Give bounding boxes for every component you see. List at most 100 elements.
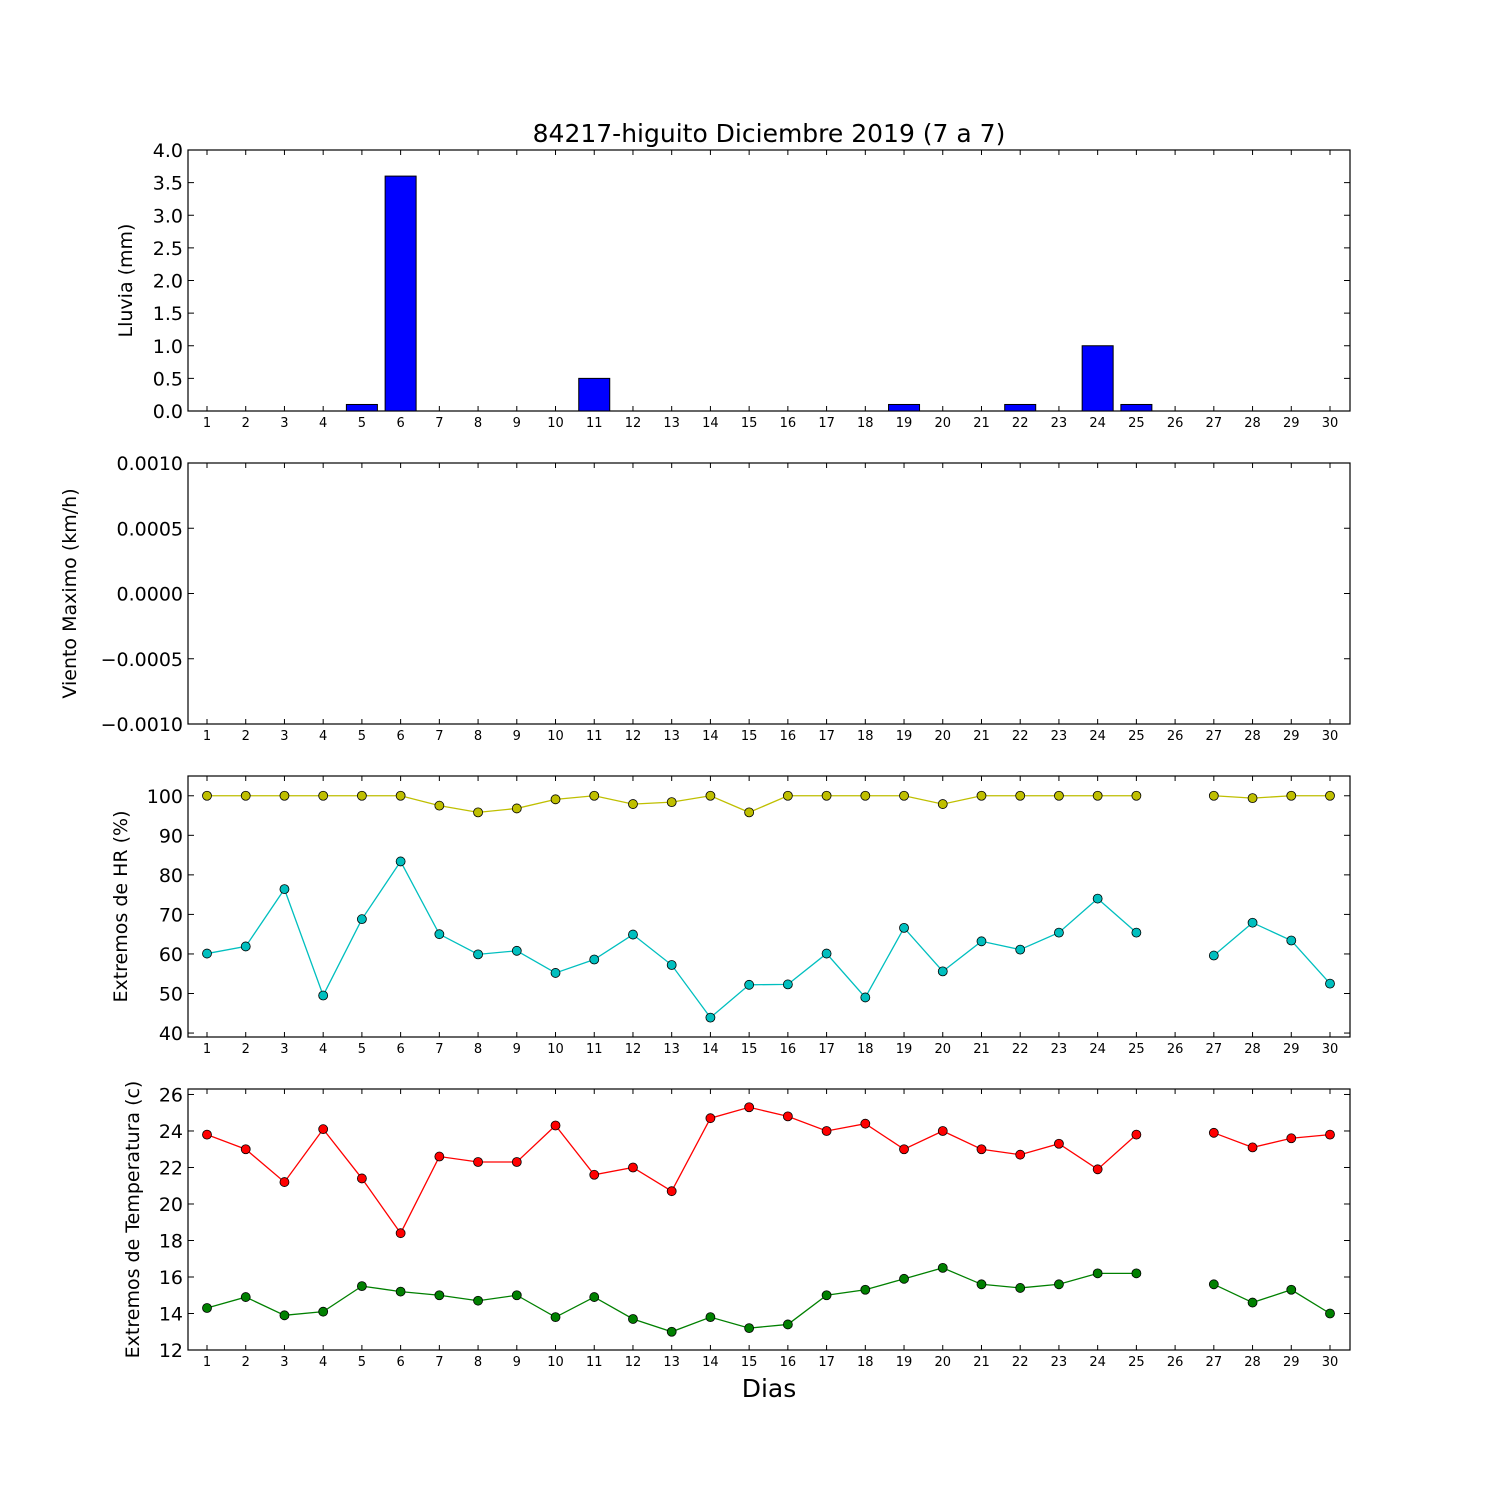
x-tick-label: 11 bbox=[586, 416, 603, 431]
axes-frame bbox=[187, 462, 1351, 725]
series-point bbox=[1054, 1138, 1064, 1149]
y-tick-label: 3.0 bbox=[153, 205, 183, 227]
axes-frame bbox=[187, 149, 1351, 412]
x-tick-label: 11 bbox=[586, 729, 603, 744]
series-point bbox=[1054, 927, 1064, 938]
x-tick-label: 16 bbox=[780, 729, 797, 744]
series-point bbox=[666, 797, 677, 807]
y-tick-label: 14 bbox=[159, 1303, 183, 1325]
series-point bbox=[666, 960, 677, 970]
x-tick-label: 21 bbox=[973, 729, 990, 744]
x-tick-label: 28 bbox=[1244, 416, 1261, 431]
series-point bbox=[434, 1151, 445, 1162]
series-point bbox=[589, 1292, 600, 1302]
series-point bbox=[1325, 1308, 1335, 1319]
series-line bbox=[1213, 1283, 1331, 1315]
x-tick-label: 6 bbox=[396, 416, 404, 431]
x-tick-label: 17 bbox=[818, 1042, 835, 1057]
rain-bar bbox=[384, 175, 417, 412]
series-point bbox=[860, 790, 871, 801]
series-point bbox=[202, 1303, 212, 1313]
series-point bbox=[1325, 1129, 1335, 1140]
y-tick-label: 2.5 bbox=[153, 238, 183, 260]
y-axis-label: Extremos de HR (%) bbox=[110, 810, 132, 1002]
x-tick-label: 3 bbox=[280, 1042, 288, 1057]
x-tick-label: 8 bbox=[474, 1355, 482, 1370]
x-tick-label: 23 bbox=[1051, 416, 1068, 431]
x-tick-label: 10 bbox=[547, 416, 564, 431]
series-point bbox=[473, 807, 483, 818]
series-point bbox=[666, 1326, 677, 1337]
series-point bbox=[860, 1284, 871, 1295]
x-tick-label: 7 bbox=[435, 1355, 443, 1370]
x-tick-label: 27 bbox=[1206, 1042, 1223, 1057]
x-tick-label: 28 bbox=[1244, 1042, 1261, 1057]
y-tick-label: 0.0005 bbox=[117, 518, 183, 540]
x-tick-label: 1 bbox=[203, 1355, 211, 1370]
x-tick-label: 5 bbox=[358, 1042, 366, 1057]
series-point bbox=[356, 914, 367, 925]
x-tick-label: 9 bbox=[513, 729, 521, 744]
x-tick-label: 16 bbox=[780, 1355, 797, 1370]
x-tick-label: 26 bbox=[1167, 1042, 1184, 1057]
y-tick-label: −0.0010 bbox=[101, 714, 183, 736]
y-tick-label: 12 bbox=[159, 1340, 183, 1362]
x-tick-label: 24 bbox=[1089, 416, 1106, 431]
series-point bbox=[1247, 793, 1258, 804]
y-tick-label: 26 bbox=[159, 1084, 183, 1106]
series-point bbox=[1054, 790, 1064, 801]
series-point bbox=[744, 1102, 755, 1113]
series-point bbox=[511, 1157, 522, 1167]
x-tick-label: 6 bbox=[396, 729, 404, 744]
series-point bbox=[1247, 1142, 1258, 1153]
series-point bbox=[899, 922, 909, 933]
x-tick-label: 29 bbox=[1283, 1355, 1300, 1370]
x-tick-label: 8 bbox=[474, 1042, 482, 1057]
series-point bbox=[550, 794, 561, 805]
y-tick-label: −0.0005 bbox=[101, 649, 183, 671]
x-tick-label: 22 bbox=[1012, 1042, 1029, 1057]
series-point bbox=[628, 799, 638, 809]
y-tick-label: 60 bbox=[159, 944, 183, 966]
x-tick-label: 22 bbox=[1012, 1355, 1029, 1370]
x-tick-label: 27 bbox=[1206, 1355, 1223, 1370]
x-tick-label: 15 bbox=[741, 1355, 758, 1370]
y-tick-label: 0.5 bbox=[153, 368, 183, 390]
x-tick-label: 12 bbox=[625, 1355, 642, 1370]
axes-frame bbox=[187, 775, 1351, 1038]
rain-bar bbox=[1120, 403, 1153, 412]
series-point bbox=[821, 1290, 832, 1301]
x-tick-label: 2 bbox=[242, 729, 250, 744]
x-tick-label: 20 bbox=[934, 416, 951, 431]
series-point bbox=[1208, 950, 1219, 961]
rain-bar bbox=[1081, 345, 1114, 412]
series-point bbox=[976, 1144, 987, 1155]
x-tick-label: 16 bbox=[780, 1042, 797, 1057]
x-tick-label: 3 bbox=[280, 729, 288, 744]
x-tick-label: 14 bbox=[702, 1042, 719, 1057]
x-tick-label: 24 bbox=[1089, 729, 1106, 744]
series-point bbox=[473, 949, 483, 960]
x-tick-label: 2 bbox=[242, 1042, 250, 1057]
x-tick-label: 29 bbox=[1283, 416, 1300, 431]
x-tick-label: 2 bbox=[242, 1355, 250, 1370]
series-point bbox=[899, 790, 909, 801]
series-point bbox=[473, 1295, 483, 1306]
series-point bbox=[240, 1292, 251, 1302]
series-point bbox=[1015, 944, 1026, 955]
series-point bbox=[589, 1169, 600, 1180]
series-line bbox=[1213, 921, 1331, 985]
series-point bbox=[628, 929, 638, 940]
x-tick-label: 30 bbox=[1322, 729, 1339, 744]
x-tick-label: 10 bbox=[547, 729, 564, 744]
series-point bbox=[473, 1157, 483, 1167]
series-point bbox=[279, 884, 290, 894]
x-tick-label: 28 bbox=[1244, 1355, 1261, 1370]
x-tick-label: 20 bbox=[934, 1042, 951, 1057]
x-tick-label: 27 bbox=[1206, 416, 1223, 431]
x-tick-label: 15 bbox=[741, 729, 758, 744]
x-tick-label: 11 bbox=[586, 1355, 603, 1370]
